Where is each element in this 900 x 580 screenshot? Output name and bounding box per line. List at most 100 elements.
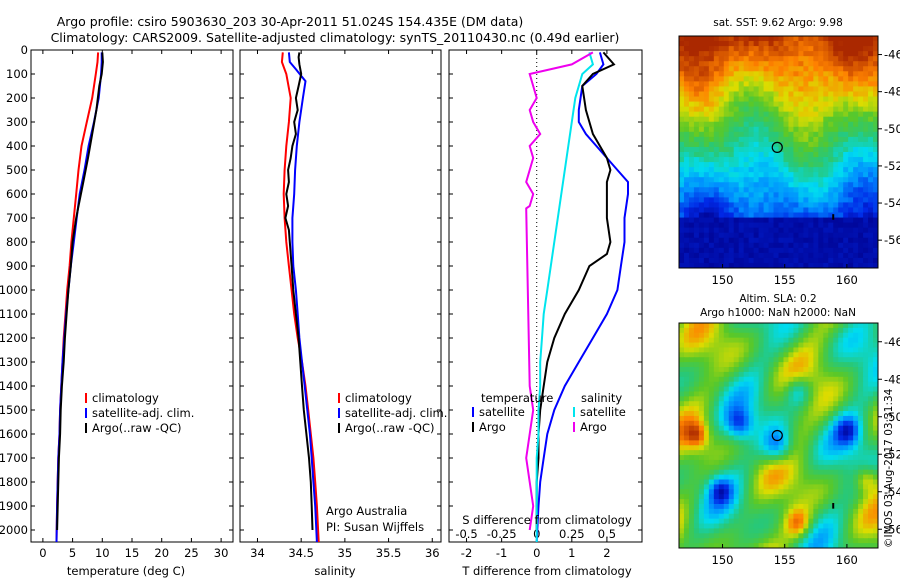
heatmap-cell — [758, 484, 765, 490]
heatmap-cell — [828, 177, 834, 183]
heatmap-cell — [679, 162, 685, 168]
heatmap-cell — [788, 533, 795, 539]
heatmap-cell — [823, 101, 829, 108]
heatmap-cell — [728, 111, 735, 118]
heatmap-cell — [853, 116, 859, 123]
heatmap-cell — [773, 406, 780, 412]
x-tick-label: 34 — [250, 546, 265, 560]
heatmap-cell — [753, 543, 760, 548]
heatmap-cell — [773, 401, 780, 407]
heatmap-cell — [728, 237, 735, 244]
series-line — [56, 52, 104, 531]
heatmap-cell — [763, 347, 770, 353]
heatmap-cell — [808, 323, 814, 329]
heatmap-cell — [768, 528, 775, 534]
heatmap-cell — [718, 415, 725, 422]
heatmap-cell — [853, 337, 859, 344]
heatmap-cell — [843, 347, 849, 353]
heatmap-cell — [858, 141, 864, 148]
y-tick-label: -46 — [884, 48, 900, 62]
heatmap-cell — [788, 508, 795, 515]
heatmap-cell — [813, 425, 819, 432]
heatmap-cell — [698, 167, 705, 173]
heatmap-cell — [748, 121, 755, 128]
heatmap-cell — [798, 91, 804, 98]
heatmap-cell — [848, 386, 854, 393]
heatmap-cell — [833, 91, 839, 98]
heatmap-cell — [718, 207, 725, 214]
heatmap-cell — [723, 489, 730, 495]
heatmap-cell — [833, 207, 839, 214]
heatmap-cell — [798, 61, 804, 67]
heatmap-cell — [683, 141, 690, 148]
heatmap-cell — [783, 182, 790, 188]
heatmap-cell — [818, 415, 824, 422]
heatmap-cell — [823, 503, 829, 510]
heatmap-cell — [793, 227, 799, 234]
heatmap-cell — [858, 177, 864, 183]
heatmap-cell — [738, 450, 745, 456]
heatmap-cell — [718, 469, 725, 476]
y-tick-label: 900 — [6, 259, 28, 273]
heatmap-cell — [853, 61, 859, 67]
heatmap-cell — [863, 533, 869, 539]
heatmap-cell — [743, 337, 750, 344]
heatmap-cell — [828, 182, 834, 188]
heatmap-cell — [768, 323, 775, 329]
heatmap-cell — [803, 212, 809, 219]
heatmap-cell — [693, 464, 700, 471]
heatmap-cell — [868, 182, 874, 188]
heatmap-cell — [788, 121, 795, 128]
heatmap-cell — [808, 362, 814, 368]
heatmap-cell — [828, 455, 834, 461]
heatmap-cell — [708, 543, 715, 548]
heatmap-cell — [718, 182, 725, 188]
heatmap-cell — [828, 538, 834, 544]
heatmap-cell — [813, 81, 819, 88]
heatmap-cell — [698, 51, 705, 57]
heatmap-cell — [828, 121, 834, 128]
heatmap-cell — [833, 401, 839, 407]
heatmap-cell — [723, 357, 730, 363]
heatmap-cell — [713, 425, 720, 432]
heatmap-cell — [778, 459, 785, 466]
heatmap-cell — [768, 362, 775, 368]
heatmap-cell — [693, 227, 700, 234]
heatmap-cell — [693, 222, 700, 229]
heatmap-cell — [818, 391, 824, 397]
heatmap-cell — [688, 177, 695, 183]
heatmap-cell — [683, 61, 690, 67]
heatmap-cell — [868, 257, 874, 264]
heatmap-cell — [798, 136, 804, 143]
heatmap-cell — [848, 489, 854, 495]
heatmap-cell — [818, 167, 824, 173]
heatmap-cell — [688, 440, 695, 446]
heatmap-cell — [758, 187, 765, 193]
heatmap-cell — [823, 391, 829, 397]
heatmap-cell — [738, 332, 745, 339]
x-tick-label: 160 — [836, 273, 858, 287]
heatmap-cell — [688, 459, 695, 466]
heatmap-cell — [703, 513, 710, 520]
heatmap-cell — [679, 425, 685, 432]
heatmap-cell — [683, 357, 690, 363]
heatmap-cell — [743, 381, 750, 388]
heatmap-cell — [713, 518, 720, 525]
heatmap-cell — [823, 96, 829, 103]
heatmap-cell — [768, 459, 775, 466]
heatmap-cell — [803, 376, 809, 383]
heatmap-cell — [733, 51, 740, 57]
heatmap-cell — [783, 141, 790, 148]
heatmap-cell — [793, 543, 799, 548]
heatmap-cell — [848, 362, 854, 368]
heatmap-cell — [698, 41, 705, 47]
heatmap-cell — [763, 327, 770, 334]
heatmap-cell — [798, 242, 804, 249]
heatmap-cell — [788, 101, 795, 108]
heatmap-cell — [808, 425, 814, 432]
plot-frame — [239, 49, 442, 543]
heatmap-cell — [813, 36, 819, 42]
heatmap-cell — [733, 172, 740, 178]
heatmap-cell — [698, 474, 705, 481]
heatmap-cell — [748, 207, 755, 214]
